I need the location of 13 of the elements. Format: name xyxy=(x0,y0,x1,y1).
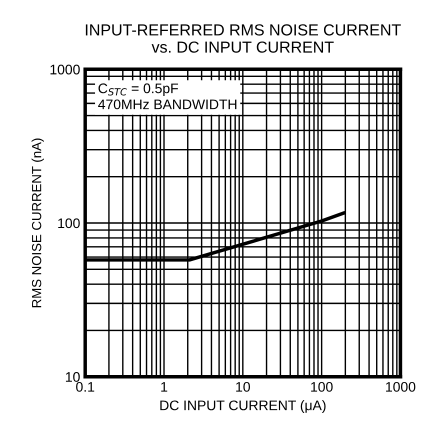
y-tick-label: 10 xyxy=(66,372,80,382)
annotation: C$_{STC}$ = 0.5pF xyxy=(98,83,178,96)
chart-title: INPUT-REFERRED RMS NOISE CURRENT vs. DC INPUT CURRENT xyxy=(86,24,401,53)
x-tick-label: 10 xyxy=(236,382,250,392)
y-tick-label: 1000 xyxy=(50,64,80,74)
y-axis-title: RMS NOISE CURRENT (nA) xyxy=(32,138,44,308)
x-tick-label: 1000 xyxy=(386,382,416,392)
y-tick-label: 100 xyxy=(58,218,80,228)
annotation: 470MHz BANDWIDTH xyxy=(98,99,236,110)
x-tick-label: 100 xyxy=(311,382,333,392)
x-tick-label: 0.1 xyxy=(76,382,94,392)
x-axis-title: DC INPUT CURRENT (μA) xyxy=(160,400,326,414)
x-tick-label: 1 xyxy=(161,382,168,392)
